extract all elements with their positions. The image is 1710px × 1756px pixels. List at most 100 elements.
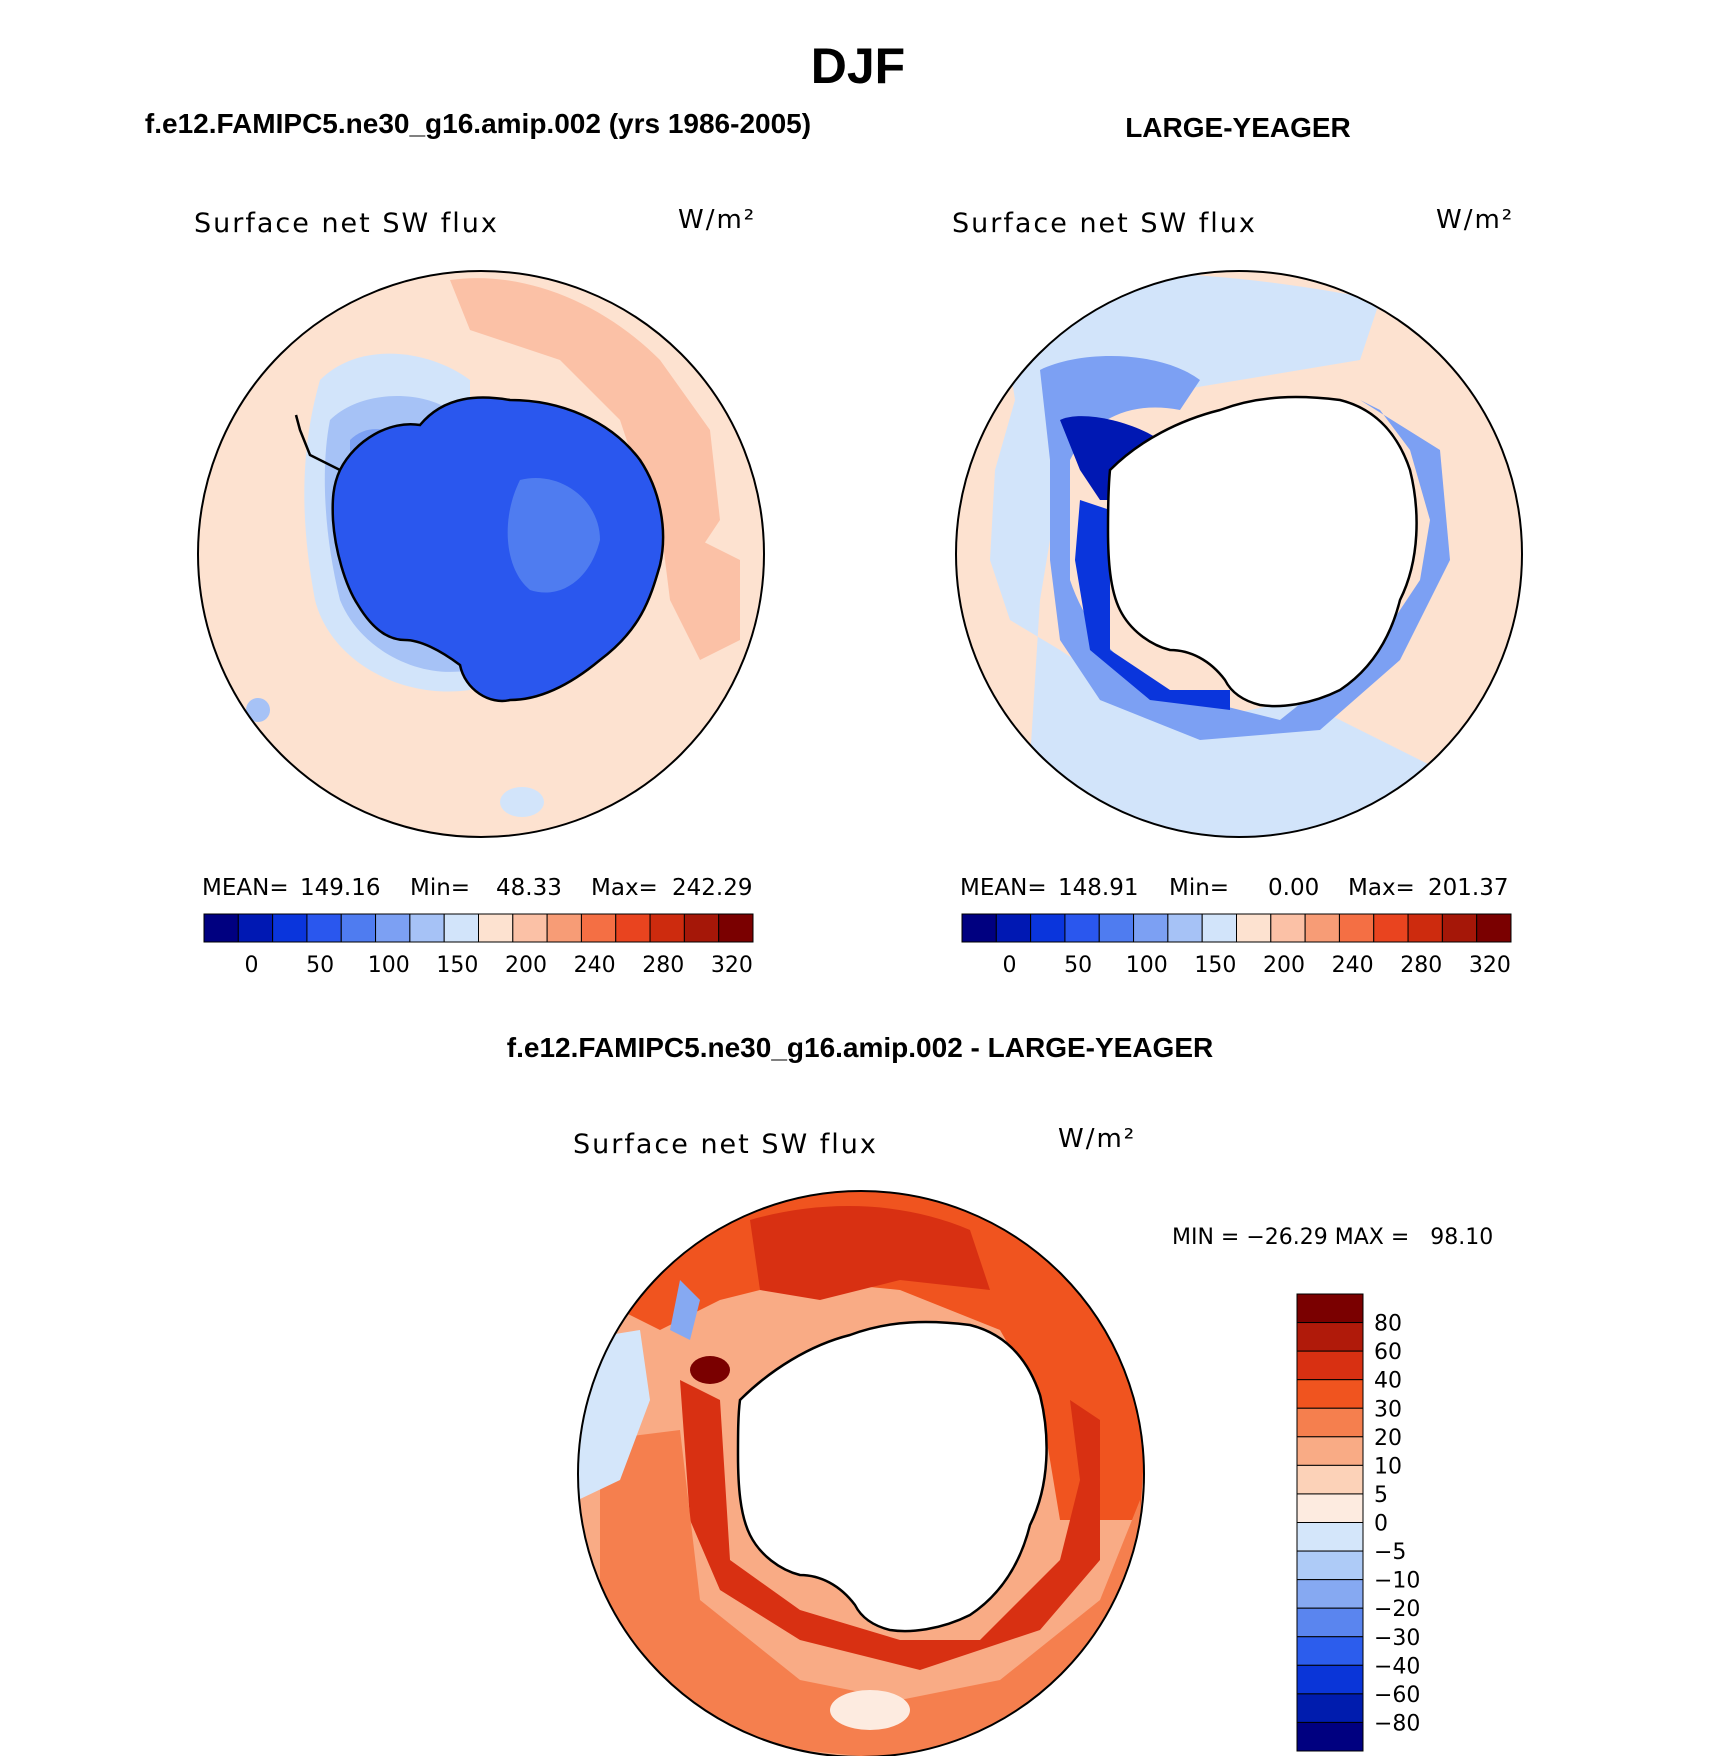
colorbar-swatch: [995, 913, 1032, 943]
panel-diff: Surface net SW flux W/m² MIN = −26.29 MA…: [573, 1124, 1493, 1756]
colorbar-swatch: [1407, 913, 1443, 943]
pale-patch-south: [830, 1690, 910, 1730]
colorbar-tick-label: −20: [1374, 1597, 1420, 1622]
model-map: [198, 271, 764, 837]
colorbar-swatch: [272, 913, 308, 943]
colorbar-tick-label: 40: [1374, 1369, 1402, 1394]
colorbar-tick-label: 150: [1194, 953, 1236, 978]
colorbar-swatch: [1296, 1322, 1364, 1352]
colorbar-swatch: [1201, 913, 1237, 943]
colorbar-model: [203, 913, 754, 943]
upper-dark-band: [750, 1206, 990, 1300]
stats-mean-value: 149.16: [300, 875, 380, 901]
stats-max-value: 242.29: [672, 875, 752, 901]
colorbar-tick-label: 20: [1374, 1426, 1402, 1451]
colorbar-swatch: [1296, 1350, 1364, 1381]
stats-max-value: 201.37: [1428, 875, 1508, 901]
colorbar-swatch: [1270, 913, 1306, 943]
blue-patch-nw: [670, 1280, 700, 1340]
colorbar-swatch: [1296, 1407, 1364, 1438]
stats-max-label: Max=: [591, 875, 658, 901]
colorbar-swatch: [718, 913, 754, 943]
stats-min-value: 48.33: [496, 875, 562, 901]
continent-highland: [507, 478, 600, 593]
colorbar-swatch: [1064, 913, 1100, 943]
colorbar-swatch: [961, 913, 997, 943]
colorbar-swatch: [1338, 913, 1375, 943]
colorbar-swatch: [1296, 1664, 1364, 1695]
colorbar-tick-label: 30: [1374, 1397, 1402, 1422]
colorbar-swatch: [1296, 1379, 1364, 1409]
colorbar-diff: [1296, 1293, 1364, 1752]
stats-mean-label: MEAN=: [202, 875, 289, 901]
coastline-outline: [1106, 395, 1418, 708]
colorbar-swatch: [580, 913, 617, 943]
stats-mean-label: MEAN=: [960, 875, 1047, 901]
colorbar-swatch: [615, 913, 651, 943]
blue-patch-south: [500, 787, 544, 817]
colorbar-tick-label: 50: [1064, 953, 1092, 978]
map-border: [577, 1190, 1145, 1756]
panel-obs: Surface net SW flux W/m² MEAN= 148.91 Mi…: [952, 205, 1523, 978]
colorbar-tick-label: 200: [1263, 953, 1305, 978]
colorbar-diff-ticks: 80 60 40 30 20 10 5 0 −5 −10 −20 −30 −40 −60 −80: [1374, 1312, 1420, 1737]
colorbar-swatch: [237, 913, 274, 943]
panel-right-header: LARGE-YEAGER: [1125, 112, 1351, 143]
colorbar-swatch: [375, 913, 411, 943]
figure-title: DJF: [811, 38, 905, 94]
colorbar-swatch: [1296, 1579, 1364, 1609]
stats-mean-value: 148.91: [1058, 875, 1138, 901]
colorbar-swatch: [1441, 913, 1478, 943]
colorbar-tick-label: 280: [1400, 953, 1442, 978]
colorbar-tick-label: 60: [1374, 1340, 1402, 1365]
stats-min-label: Min=: [1169, 875, 1229, 901]
colorbar-swatch: [1030, 913, 1066, 943]
colorbar-swatch: [1296, 1607, 1364, 1638]
colorbar-tick-label: 80: [1374, 1312, 1402, 1337]
mid-band: [600, 1430, 1144, 1756]
colorbar-swatch: [1133, 913, 1169, 943]
colorbar-tick-label: 0: [1374, 1512, 1388, 1537]
colorbar-swatch: [1296, 1636, 1364, 1666]
colorbar-tick-label: 100: [1126, 953, 1168, 978]
panel-model-units: W/m²: [678, 205, 756, 235]
obs-map: [956, 271, 1522, 837]
upper-orange-band: [620, 1191, 1144, 1520]
colorbar-swatch: [1098, 913, 1135, 943]
antarctic-continent: [332, 397, 664, 701]
colorbar-swatch: [1373, 913, 1409, 943]
panel-model-title: Surface net SW flux: [194, 208, 499, 239]
colorbar-tick-label: −60: [1374, 1683, 1420, 1708]
panel-obs-units: W/m²: [1436, 205, 1514, 235]
colorbar-swatch: [649, 913, 685, 943]
colorbar-tick-label: 320: [1469, 953, 1511, 978]
colorbar-tick-label: 0: [244, 953, 258, 978]
coastline-outline: [736, 1320, 1048, 1633]
colorbar-swatch: [1296, 1436, 1364, 1466]
colorbar-swatch: [1296, 1464, 1364, 1495]
colorbar-model-ticks: 0 50 100 150 200 240 280 320: [244, 953, 752, 978]
colorbar-tick-label: 240: [574, 953, 616, 978]
colorbar-tick-label: −40: [1374, 1654, 1420, 1679]
colorbar-tick-label: 10: [1374, 1454, 1402, 1479]
colorbar-tick-label: 5: [1374, 1483, 1388, 1508]
map-border: [197, 270, 765, 838]
colorbar-tick-label: 320: [711, 953, 753, 978]
coastline-outline: [331, 396, 665, 703]
coast-band-west: [1075, 500, 1230, 710]
colorbar-obs: [961, 913, 1512, 943]
colorbar-swatch: [512, 913, 548, 943]
colorbar-tick-label: −30: [1374, 1626, 1420, 1651]
colorbar-tick-label: 280: [642, 953, 684, 978]
colorbar-tick-label: −10: [1374, 1569, 1420, 1594]
stats-max-label: Max=: [1348, 875, 1415, 901]
colorbar-tick-label: 240: [1332, 953, 1374, 978]
colorbar-swatch: [1296, 1550, 1364, 1581]
colorbar-swatch: [1296, 1721, 1364, 1752]
panel-left-header: f.e12.FAMIPC5.ne30_g16.amip.002 (yrs 198…: [145, 108, 811, 139]
diff-panel-header: f.e12.FAMIPC5.ne30_g16.amip.002 - LARGE-…: [507, 1032, 1213, 1063]
blue-patch: [246, 698, 270, 722]
diff-min-max: MIN = −26.29 MAX = 98.10: [1172, 1225, 1493, 1250]
colorbar-tick-label: 50: [306, 953, 334, 978]
blue-band: [1040, 356, 1450, 740]
